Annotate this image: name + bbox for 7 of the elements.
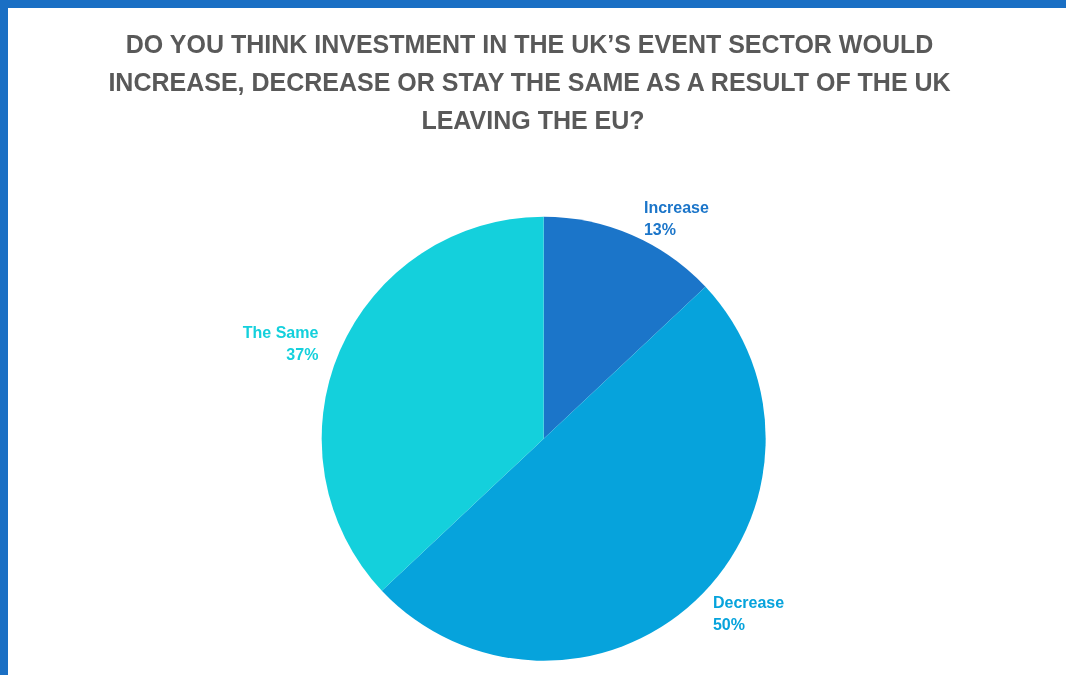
chart-title: DO YOU THINK INVESTMENT IN THE UK’S EVENT SECTOR WOULD INCREASE, DECREASE OR STAY THE SAME AS A RESULT OF THE UK LEAVING THE EU? — [108, 30, 958, 134]
slice-label: Decrease — [712, 594, 785, 612]
slice-label: The Same — [242, 323, 319, 341]
slice-label: Increase — [643, 198, 710, 216]
data-label: 13% — [643, 220, 677, 238]
data-label: 50% — [712, 616, 745, 634]
data-label: 37% — [286, 345, 319, 363]
